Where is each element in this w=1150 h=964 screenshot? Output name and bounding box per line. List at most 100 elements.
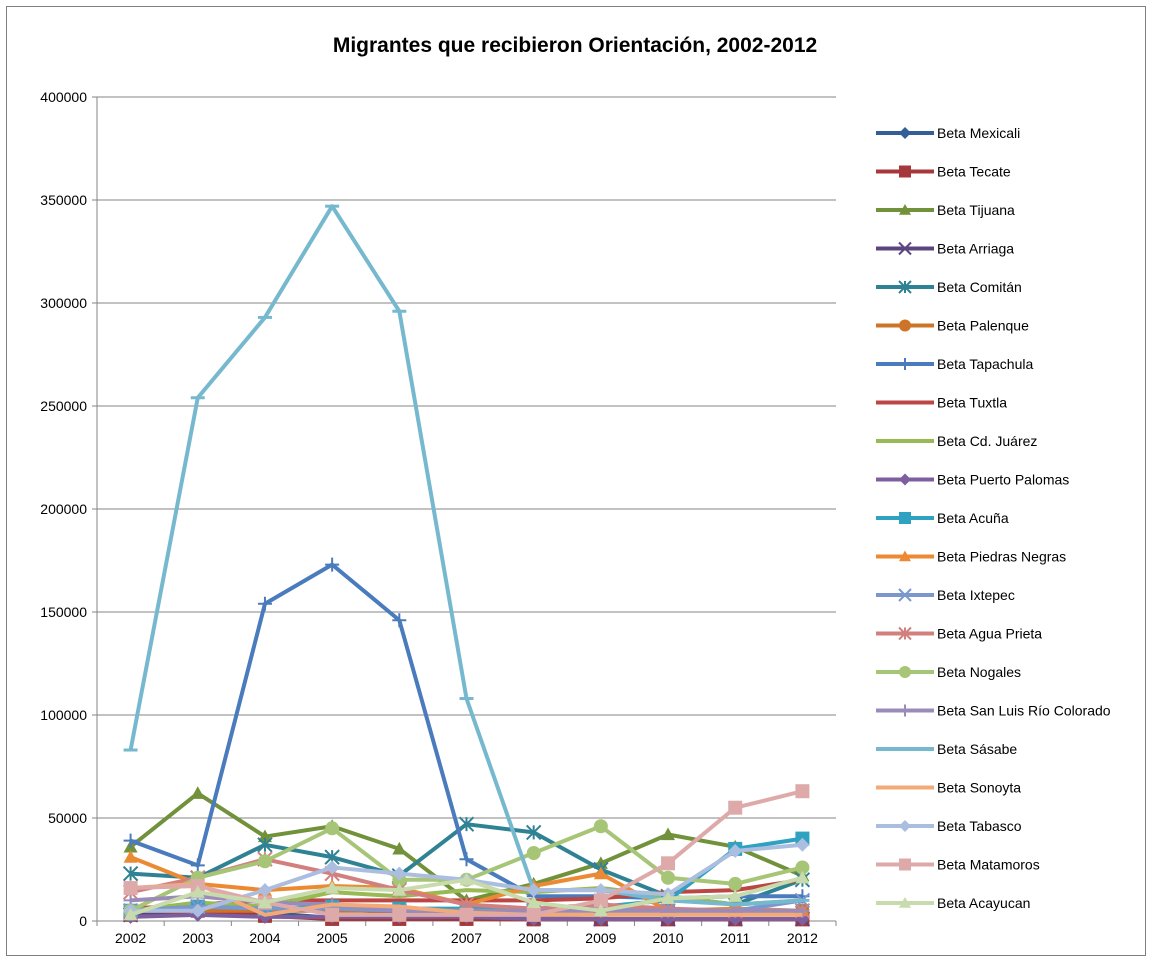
legend-label: Beta Palenque: [937, 318, 1029, 334]
data-point: [795, 837, 810, 852]
legend-item: Beta Arriaga: [876, 241, 1014, 257]
legend-label: Beta Tabasco: [937, 818, 1022, 834]
x-tick-label: 2011: [720, 930, 750, 946]
series-line: [129, 562, 803, 901]
data-point: [325, 821, 340, 836]
data-point: [459, 852, 474, 867]
data-point: [795, 784, 810, 799]
legend-item: Beta Acayucan: [876, 895, 1030, 911]
data-point: [593, 893, 608, 908]
x-tick-label: 2012: [787, 930, 818, 946]
data-point: [392, 866, 407, 881]
legend-label: Beta Nogales: [937, 664, 1021, 680]
y-tick-label: 400000: [40, 89, 87, 105]
legend: Beta Mexicali Beta Tecate Beta Tijuana Beta…: [876, 125, 1111, 911]
gridlines: [97, 96, 836, 819]
y-tick-label: 350000: [40, 192, 87, 208]
data-point: [257, 895, 272, 909]
x-tick-label: 2004: [249, 930, 280, 946]
data-point: [795, 860, 810, 875]
legend-item: Beta Tabasco: [876, 818, 1022, 834]
data-point: [898, 588, 912, 602]
series-beta-tapachula: [123, 557, 810, 906]
legend-item: Beta Ixtepec: [876, 587, 1015, 603]
series-layer: [122, 204, 811, 927]
data-point: [392, 613, 407, 628]
legend-label: Beta Agua Prieta: [937, 626, 1042, 642]
data-point: [257, 883, 272, 898]
data-point: [728, 889, 743, 902]
y-tick-label: 250000: [40, 398, 87, 414]
data-point: [392, 841, 407, 855]
legend-item: Beta Agua Prieta: [876, 626, 1042, 642]
y-tick-label: 150000: [40, 604, 87, 620]
data-point: [899, 820, 911, 832]
data-point: [459, 872, 474, 886]
data-point: [899, 704, 911, 717]
legend-label: Beta Arriaga: [937, 241, 1014, 257]
x-tick-label: 2003: [182, 930, 213, 946]
legend-label: Beta Puerto Palomas: [937, 472, 1069, 488]
y-tick-label: 100000: [40, 707, 87, 723]
axes: 0 50000 100000 150000 200000 250000 300000 3500…: [40, 89, 837, 946]
data-point: [123, 907, 138, 921]
series-beta-acayucan: [123, 870, 810, 921]
x-tick-label: 2007: [451, 930, 482, 946]
legend-item: Beta Tapachula: [876, 356, 1033, 372]
legend-label: Beta Sásabe: [937, 741, 1017, 757]
data-point: [190, 858, 205, 873]
legend-label: Beta San Luis Río Colorado: [937, 703, 1111, 719]
data-point: [899, 127, 911, 139]
legend-label: Beta Acuña: [937, 510, 1009, 526]
x-tick-label: 2005: [317, 930, 348, 946]
data-point: [661, 827, 676, 841]
data-point: [123, 833, 138, 848]
data-point: [661, 856, 676, 871]
legend-label: Beta Tijuana: [937, 202, 1015, 218]
legend-label: Beta Cd. Juárez: [937, 433, 1037, 449]
legend-label: Beta Tuxtla: [937, 395, 1007, 411]
data-point: [593, 866, 608, 880]
data-point: [899, 473, 911, 486]
legend-item: Beta Tuxtla: [876, 395, 1007, 411]
data-point: [795, 870, 810, 884]
data-point: [526, 883, 541, 898]
data-point: [526, 895, 541, 909]
legend-label: Beta Comitán: [937, 279, 1022, 295]
data-point: [661, 870, 676, 885]
data-point: [257, 837, 273, 853]
x-tick-label: 2008: [518, 930, 549, 946]
data-point: [593, 903, 608, 917]
data-point: [898, 626, 912, 641]
legend-label: Beta Sonoyta: [937, 780, 1021, 796]
x-tick-label: 2010: [652, 930, 683, 946]
data-point: [459, 907, 474, 922]
data-point: [257, 854, 272, 869]
data-point: [526, 846, 541, 861]
legend-item: Beta Nogales: [876, 664, 1021, 680]
data-point: [123, 881, 138, 896]
data-point: [392, 883, 407, 896]
legend-item: Beta Matamoros: [876, 857, 1040, 873]
x-tick-label: 2009: [585, 930, 616, 946]
y-tick-label: 50000: [48, 810, 87, 826]
data-point: [458, 816, 475, 832]
legend-item: Beta Sonoyta: [876, 780, 1021, 796]
series-line: [128, 204, 803, 907]
data-point: [122, 865, 139, 882]
data-point: [898, 280, 912, 294]
data-point: [898, 241, 912, 256]
data-point: [190, 786, 205, 799]
data-point: [899, 512, 911, 524]
legend-label: Beta Piedras Negras: [937, 549, 1066, 565]
data-point: [593, 819, 608, 834]
y-tick-label: 300000: [40, 295, 87, 311]
legend-label: Beta Ixtepec: [937, 587, 1015, 603]
data-point: [325, 881, 340, 894]
data-point: [899, 165, 911, 178]
data-point: [325, 907, 340, 922]
data-point: [123, 850, 138, 863]
chart-title: Migrantes que recibieron Orientación, 20…: [332, 34, 818, 57]
legend-label: Beta Tapachula: [937, 356, 1033, 372]
